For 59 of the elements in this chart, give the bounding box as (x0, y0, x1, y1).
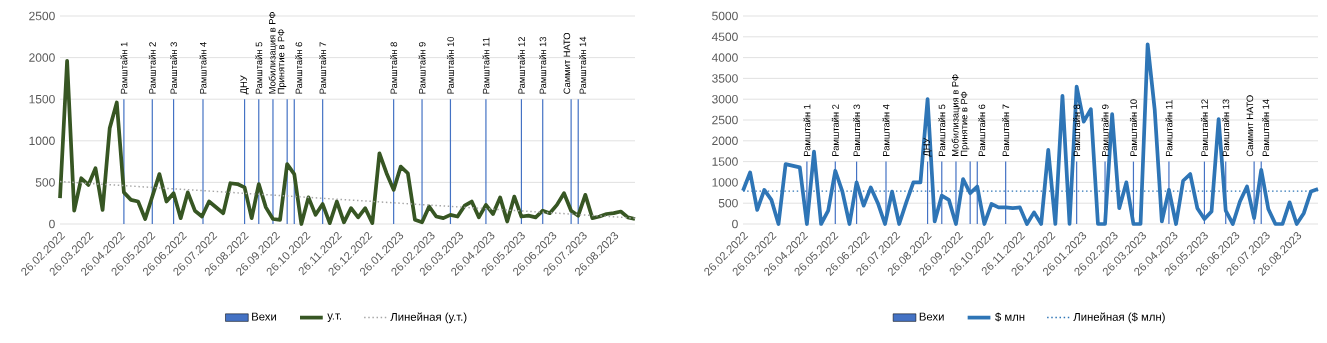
data-label: Мобилизация в РФ (268, 12, 278, 94)
data-label: Рамштайн 9 (418, 42, 426, 94)
data-label: Рамштайн 13 (539, 36, 547, 94)
data-label: Рамштайн 12 (517, 37, 525, 94)
data-label: ДНУ (923, 137, 932, 157)
legend-label: у.т. (327, 313, 342, 322)
data-label: Рамштайн 6 (978, 104, 986, 156)
data-label: Рамштайн 14 (579, 36, 587, 94)
y-tick-label: 1000 (712, 178, 738, 187)
data-label: Рамштайн 5 (938, 104, 946, 156)
data-label: Рамштайн 2 (148, 42, 156, 94)
data-label: Рамштайн 1 (803, 104, 811, 156)
data-label: Рамштайн 14 (1262, 99, 1270, 156)
data-label: Рамштайн 11 (1165, 100, 1173, 156)
y-tick-label: 2000 (29, 53, 55, 62)
y-tick-label: 2500 (29, 11, 55, 21)
data-label: Рамштайн 11 (482, 37, 490, 94)
data-label: ДНУ (240, 75, 249, 95)
data-label: Рамштайн 7 (319, 42, 327, 94)
data-label: Саммит НАТО (563, 32, 571, 94)
y-tick-label: 500 (35, 178, 55, 187)
data-label: Рамштайн 8 (390, 42, 398, 94)
y-tick-label: 2500 (712, 115, 738, 125)
y-tick-label: 4500 (711, 32, 738, 42)
y-tick-label: 3000 (712, 94, 738, 104)
y-tick-label: 1000 (29, 136, 55, 146)
data-label: Рамштайн 4 (199, 42, 207, 94)
data-label: Рамштайн 13 (1222, 99, 1230, 156)
y-tick-label: 0 (49, 219, 55, 229)
y-tick-label: 500 (718, 198, 738, 208)
data-label: Рамштайн 6 (295, 42, 303, 94)
data-label: Рамштайн 10 (1129, 99, 1137, 156)
legend-label: Вехи (919, 312, 944, 321)
data-label: Рамштайн 3 (853, 104, 861, 156)
y-tick-label: 5000 (712, 11, 738, 21)
legend-label: Линейная (у.т.) (390, 312, 467, 324)
data-label: Рамштайн 2 (831, 104, 839, 156)
y-tick-label: 1500 (29, 94, 55, 104)
data-label: Рамштайн 9 (1101, 104, 1109, 156)
data-label: Рамштайн 3 (170, 42, 178, 94)
legend-label: Вехи (252, 312, 277, 321)
data-label: Принятие в РФ (960, 91, 970, 156)
data-label: Рамштайн 8 (1073, 104, 1081, 156)
data-label: Рамштайн 1 (120, 42, 128, 94)
legend-label: $ млн (995, 312, 1025, 322)
data-label: Мобилизация в РФ (951, 74, 961, 156)
data-label: Рамштайн 5 (255, 42, 263, 94)
y-tick-label: 2000 (712, 136, 738, 146)
legend-label: Линейная ($ млн) (1073, 312, 1165, 324)
y-tick-label: 0 (732, 219, 738, 229)
y-tick-label: 3500 (712, 74, 738, 83)
data-label: Рамштайн 4 (882, 104, 890, 156)
data-label: Принятие в РФ (277, 29, 287, 94)
data-label: Рамштайн 12 (1200, 99, 1208, 156)
y-tick-label: 4000 (711, 53, 738, 62)
y-tick-label: 1500 (712, 157, 738, 166)
data-label: Рамштайн 10 (446, 36, 454, 94)
data-label: Рамштайн 7 (1002, 104, 1010, 156)
data-label: Саммит НАТО (1246, 95, 1254, 157)
